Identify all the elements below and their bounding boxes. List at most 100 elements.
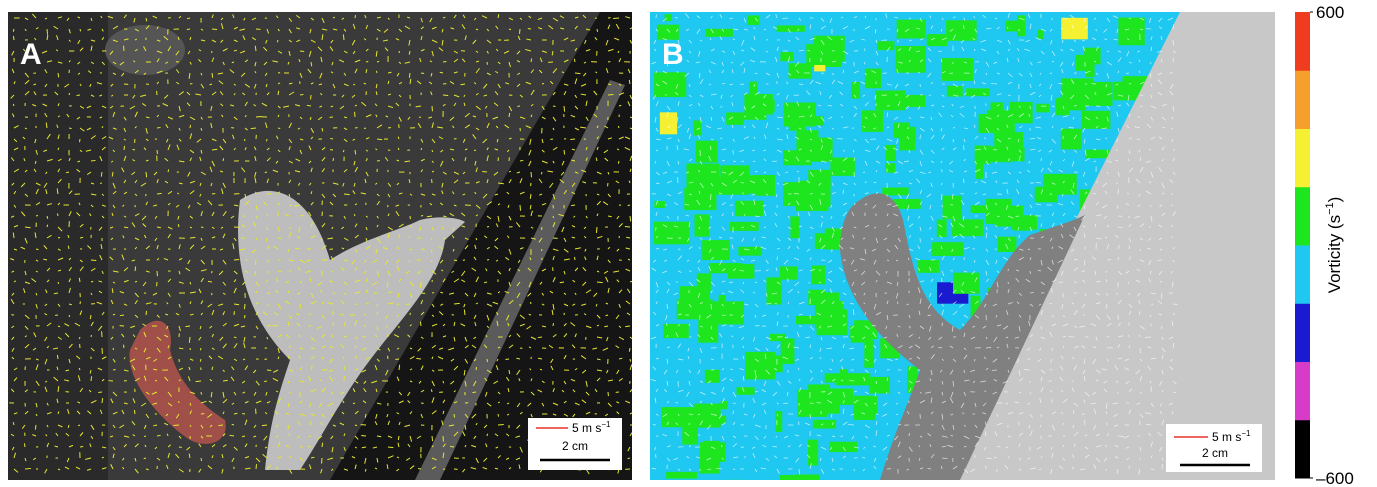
- colorbar-band: [1295, 129, 1310, 188]
- vorticity-patch: [813, 36, 845, 62]
- vorticity-patch: [918, 260, 939, 273]
- flow-arrow: [289, 433, 290, 436]
- flow-arrow: [409, 73, 410, 78]
- scale-bar-label: 2 cm: [562, 439, 588, 453]
- flow-arrow: [953, 139, 954, 142]
- flow-arrow: [974, 359, 975, 361]
- vorticity-patch: [780, 475, 796, 487]
- vorticity-patch: [766, 277, 781, 304]
- flow-arrow: [431, 249, 432, 253]
- flow-arrow: [538, 337, 542, 338]
- vorticity-patch: [785, 111, 810, 125]
- flow-arrow: [234, 259, 239, 260]
- flow-arrow: [1160, 281, 1162, 282]
- flow-arrow: [13, 29, 14, 32]
- vorticity-patch: [836, 373, 870, 385]
- vorticity-patch: [877, 41, 894, 50]
- vorticity-patch: [770, 334, 786, 341]
- flow-arrow: [454, 414, 455, 418]
- vorticity-patch: [666, 72, 679, 80]
- flow-arrow: [322, 443, 323, 447]
- vorticity-patch: [654, 222, 690, 245]
- flow-arrow: [146, 311, 147, 315]
- flow-arrow: [505, 359, 509, 360]
- flow-arrow: [307, 105, 311, 106]
- flow-arrow: [69, 315, 70, 317]
- flow-arrow: [630, 216, 631, 221]
- flow-arrow: [421, 73, 424, 74]
- flow-arrow: [47, 225, 48, 227]
- flow-arrow: [399, 365, 400, 370]
- vorticity-patch: [943, 196, 962, 219]
- flow-arrow: [123, 345, 124, 348]
- vorticity-patch: [830, 158, 855, 176]
- flow-arrow: [376, 71, 377, 73]
- flow-arrow: [629, 80, 630, 84]
- flow-arrow: [431, 389, 432, 392]
- flow-arrow: [200, 348, 201, 350]
- flow-arrow: [431, 238, 432, 240]
- flow-arrow: [377, 436, 381, 437]
- flow-arrow: [343, 34, 344, 40]
- flow-arrow: [898, 381, 900, 382]
- vorticity-patch: [721, 401, 728, 409]
- flow-arrow: [173, 425, 179, 426]
- vorticity-patch: [775, 411, 782, 432]
- flow-arrow: [472, 392, 476, 393]
- vorticity-patch: [737, 387, 755, 395]
- colorbar-band: [1295, 70, 1310, 129]
- flow-arrow: [553, 323, 554, 326]
- flow-arrow: [244, 315, 245, 318]
- panel-b: B 5 m s−1 2 cm: [650, 12, 1275, 487]
- flow-arrow: [487, 434, 488, 436]
- vorticity-patch: [738, 247, 761, 256]
- flow-arrow: [58, 326, 60, 327]
- flow-arrow: [189, 337, 190, 343]
- flow-arrow: [613, 18, 619, 19]
- vorticity-patch: [744, 94, 773, 115]
- flow-arrow: [482, 171, 487, 172]
- flow-arrow: [201, 227, 203, 228]
- flow-arrow: [310, 117, 311, 120]
- flow-arrow: [1126, 73, 1129, 74]
- vorticity-patch: [851, 328, 873, 343]
- vorticity-patch: [680, 286, 709, 310]
- flow-arrow: [366, 303, 369, 304]
- flow-arrow: [223, 158, 224, 161]
- flow-arrow: [256, 464, 257, 469]
- flow-arrow: [1074, 105, 1077, 106]
- flow-arrow: [36, 215, 38, 216]
- vorticity-patch: [942, 58, 973, 81]
- vorticity-patch: [1005, 21, 1023, 32]
- flow-arrow: [571, 205, 575, 206]
- flow-arrow: [596, 227, 597, 233]
- flow-arrow: [1084, 260, 1085, 266]
- flow-arrow: [618, 161, 619, 164]
- flow-arrow: [80, 237, 83, 238]
- vorticity-patch: [998, 237, 1017, 252]
- flow-arrow: [810, 414, 811, 418]
- flow-arrow: [69, 93, 70, 95]
- flow-arrow: [608, 61, 610, 62]
- flow-arrow: [353, 403, 355, 404]
- vorticity-patch: [660, 112, 677, 134]
- vorticity-patch: [808, 290, 825, 305]
- scale-bar-label: 2 cm: [1202, 446, 1228, 460]
- flow-arrow: [80, 29, 81, 31]
- flow-arrow: [157, 435, 161, 436]
- vorticity-patch: [1086, 150, 1110, 159]
- vorticity-patch: [735, 201, 763, 217]
- vorticity-patch: [896, 46, 926, 73]
- flow-arrow: [363, 336, 366, 337]
- flow-arrow: [1040, 425, 1041, 427]
- flow-arrow: [388, 72, 392, 73]
- flow-arrow: [91, 376, 92, 381]
- flow-arrow: [267, 325, 271, 326]
- flow-arrow: [91, 160, 96, 161]
- vorticity-patch: [720, 165, 749, 187]
- flow-arrow: [618, 126, 619, 128]
- flow-arrow: [388, 447, 393, 448]
- vorticity-patch: [952, 219, 983, 236]
- flow-arrow: [509, 370, 510, 374]
- flow-arrow: [630, 359, 631, 362]
